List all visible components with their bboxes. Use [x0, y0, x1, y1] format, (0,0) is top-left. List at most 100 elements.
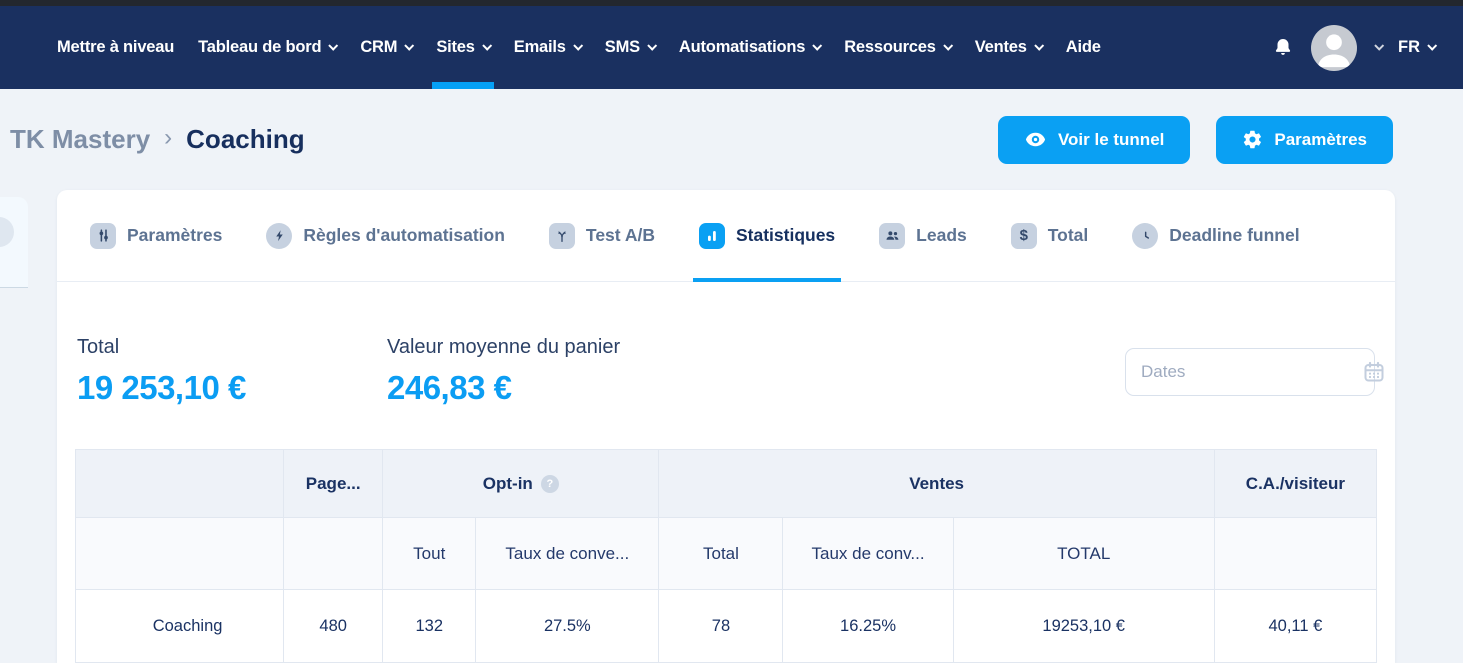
navbar-right-cluster: FR	[1271, 24, 1438, 71]
nav-item-emails[interactable]: Emails	[502, 6, 593, 89]
help-icon[interactable]: ?	[540, 474, 559, 493]
eye-icon	[1024, 128, 1047, 151]
breadcrumb-parent[interactable]: TK Mastery	[10, 124, 151, 154]
group-header-ca-visiteur: C.A./visiteur	[1213, 449, 1378, 518]
nav-item-label: Mettre à niveau	[57, 38, 175, 56]
view-funnel-button[interactable]: Voir le tunnel	[997, 115, 1191, 164]
clock-icon	[1132, 222, 1159, 249]
sub-header-taux-conversion-ventes: Taux de conv...	[782, 517, 954, 590]
page-title: Coaching	[186, 124, 305, 154]
nav-item-dashboard[interactable]: Tableau de bord	[186, 6, 348, 89]
user-menu[interactable]	[1311, 24, 1385, 71]
stats-table-wrap: Page... Opt-in? Ventes C.A./visiteur Tou…	[74, 449, 1378, 663]
cell-ca-visiteur: 40,11 €	[1213, 589, 1378, 663]
cell-funnel-step-name[interactable]: Coaching	[74, 589, 285, 663]
language-label: FR	[1398, 38, 1420, 56]
table-sub-header-row: Tout Taux de conve... Total Taux de conv…	[74, 517, 1378, 590]
stats-table: Page... Opt-in? Ventes C.A./visiteur Tou…	[74, 449, 1378, 663]
nav-item-resources[interactable]: Ressources	[832, 6, 963, 89]
nav-item-label: CRM	[360, 38, 398, 56]
nav-item-label: Ressources	[844, 38, 936, 56]
chevron-down-icon	[1034, 40, 1044, 51]
header-actions: Voir le tunnel Paramètres	[997, 115, 1393, 164]
nav-item-sales[interactable]: Ventes	[963, 6, 1054, 89]
group-header-empty	[74, 449, 285, 518]
nav-item-upgrade[interactable]: Mettre à niveau	[45, 6, 186, 89]
group-header-optin-label: Opt-in	[482, 473, 533, 493]
nav-item-label: Automatisations	[678, 38, 806, 56]
date-range-filter[interactable]	[1125, 348, 1384, 396]
split-branch-icon	[548, 222, 575, 249]
page-header: TK Mastery › Coaching Voir le tunnel Par…	[0, 89, 1463, 190]
stat-value: 246,83 €	[387, 369, 512, 406]
group-header-optin: Opt-in?	[382, 449, 660, 518]
chevron-down-icon	[1374, 40, 1385, 51]
tab-bar: Paramètres Règles d'automatisation Test …	[57, 190, 1395, 282]
chevron-down-icon	[404, 40, 415, 51]
cell-ventes-total: 78	[658, 589, 784, 663]
nav-item-sms[interactable]: SMS	[593, 6, 667, 89]
nav-item-label: Ventes	[974, 38, 1027, 56]
nav-item-label: Emails	[513, 38, 566, 56]
group-header-pages: Page...	[283, 449, 384, 518]
cell-optin-taux: 27.5%	[475, 589, 660, 663]
sliders-icon	[90, 222, 116, 249]
stat-value: 19 253,10 €	[77, 369, 246, 406]
chevron-down-icon	[1427, 40, 1438, 51]
tab-test-ab[interactable]: Test A/B	[548, 190, 655, 281]
people-icon	[879, 222, 906, 249]
settings-label: Paramètres	[1274, 129, 1367, 149]
sub-header-empty	[1213, 517, 1378, 590]
tab-regles-automatisation[interactable]: Règles d'automatisation	[266, 190, 505, 281]
chevron-down-icon	[647, 40, 658, 51]
gear-icon	[1242, 129, 1263, 150]
cell-pages: 480	[283, 589, 384, 663]
bar-chart-icon	[698, 222, 725, 249]
stat-label: Total	[77, 336, 120, 358]
sub-header-empty	[74, 517, 285, 590]
lightning-icon	[266, 222, 293, 249]
sub-header-total: Total	[658, 517, 784, 590]
chevron-down-icon	[328, 40, 339, 51]
nav-item-label: Sites	[436, 38, 475, 56]
main-navbar: Mettre à niveau Tableau de bord CRM Site…	[0, 6, 1463, 89]
tab-label: Leads	[916, 225, 967, 245]
sub-header-taux-conversion-optin: Taux de conve...	[475, 517, 660, 590]
nav-item-label: Aide	[1065, 38, 1101, 56]
chevron-down-icon	[482, 40, 492, 51]
group-header-ventes: Ventes	[658, 449, 1215, 518]
nav-item-sites[interactable]: Sites	[424, 6, 501, 89]
nav-item-help[interactable]: Aide	[1054, 6, 1113, 89]
tab-label: Paramètres	[127, 225, 223, 245]
tab-label: Test A/B	[585, 225, 655, 245]
notifications-bell-icon[interactable]	[1271, 36, 1295, 60]
funnel-card: Paramètres Règles d'automatisation Test …	[57, 190, 1395, 663]
dates-input[interactable]	[1141, 362, 1362, 382]
stat-label: Valeur moyenne du panier	[387, 336, 621, 358]
nav-item-automations[interactable]: Automatisations	[667, 6, 832, 89]
nav-item-label: Tableau de bord	[198, 38, 322, 56]
tab-statistiques[interactable]: Statistiques	[692, 190, 842, 282]
tab-total[interactable]: $ Total	[1010, 190, 1089, 281]
breadcrumb: TK Mastery › Coaching	[10, 124, 305, 155]
avatar	[1311, 24, 1357, 71]
breadcrumb-separator: ›	[164, 123, 173, 151]
stat-total: Total 19 253,10 €	[77, 336, 387, 407]
stat-average-cart: Valeur moyenne du panier 246,83 €	[387, 336, 697, 407]
tab-deadline-funnel[interactable]: Deadline funnel	[1132, 190, 1300, 281]
tab-leads[interactable]: Leads	[879, 190, 967, 281]
sub-header-empty	[283, 517, 384, 590]
tab-label: Statistiques	[735, 225, 836, 245]
settings-button[interactable]: Paramètres	[1216, 115, 1393, 164]
chevron-down-icon	[573, 40, 583, 51]
table-row: Coaching 480 132 27.5% 78 16.25% 19253,1…	[74, 589, 1378, 663]
nav-item-crm[interactable]: CRM	[348, 6, 424, 89]
chevron-down-icon	[943, 40, 953, 51]
stats-section: Total 19 253,10 € Valeur moyenne du pani…	[57, 282, 1395, 407]
tab-label: Total	[1047, 225, 1089, 245]
language-selector[interactable]: FR	[1398, 38, 1438, 57]
tab-parametres[interactable]: Paramètres	[90, 190, 222, 281]
left-peek-panel	[0, 197, 28, 288]
view-funnel-label: Voir le tunnel	[1057, 129, 1165, 149]
chevron-down-icon	[812, 40, 823, 51]
